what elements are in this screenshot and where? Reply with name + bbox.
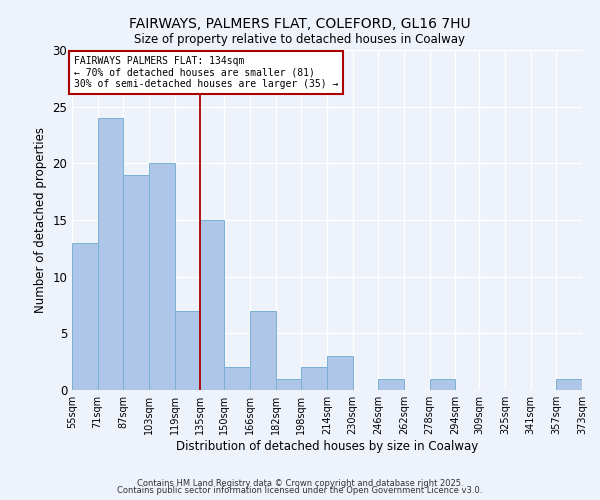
Bar bbox=[275, 378, 301, 390]
Text: FAIRWAYS, PALMERS FLAT, COLEFORD, GL16 7HU: FAIRWAYS, PALMERS FLAT, COLEFORD, GL16 7… bbox=[129, 18, 471, 32]
Bar bbox=[149, 164, 175, 390]
Bar bbox=[124, 174, 149, 390]
Y-axis label: Number of detached properties: Number of detached properties bbox=[34, 127, 47, 313]
Bar bbox=[556, 378, 582, 390]
Bar bbox=[224, 368, 250, 390]
Bar bbox=[430, 378, 455, 390]
Bar bbox=[98, 118, 124, 390]
Bar bbox=[200, 220, 224, 390]
Text: FAIRWAYS PALMERS FLAT: 134sqm
← 70% of detached houses are smaller (81)
30% of s: FAIRWAYS PALMERS FLAT: 134sqm ← 70% of d… bbox=[74, 56, 338, 89]
Bar bbox=[250, 310, 275, 390]
Bar bbox=[301, 368, 327, 390]
Text: Size of property relative to detached houses in Coalway: Size of property relative to detached ho… bbox=[134, 32, 466, 46]
Bar bbox=[379, 378, 404, 390]
Bar bbox=[175, 310, 200, 390]
Text: Contains public sector information licensed under the Open Government Licence v3: Contains public sector information licen… bbox=[118, 486, 482, 495]
X-axis label: Distribution of detached houses by size in Coalway: Distribution of detached houses by size … bbox=[176, 440, 478, 453]
Bar bbox=[327, 356, 353, 390]
Bar bbox=[72, 242, 98, 390]
Text: Contains HM Land Registry data © Crown copyright and database right 2025.: Contains HM Land Registry data © Crown c… bbox=[137, 478, 463, 488]
